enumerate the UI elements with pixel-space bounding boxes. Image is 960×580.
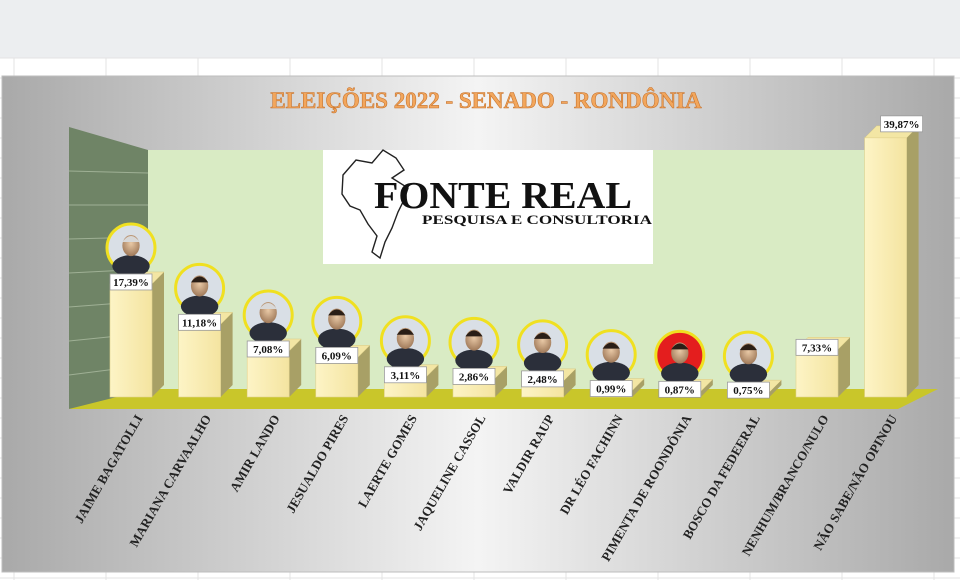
bar-side-jaqueline-cassol bbox=[495, 366, 507, 397]
bar-front-nenhum-branco-nulo bbox=[795, 349, 839, 398]
bar-side-dr-leo-fachinn bbox=[632, 378, 645, 397]
bar-nao-sabe-nao-opinou bbox=[863, 125, 920, 398]
value-label-nenhum-branco-nulo: 7,33% bbox=[795, 338, 839, 356]
bar-side-nao-sabe-nao-opinou bbox=[906, 125, 919, 397]
value-label-nao-sabe-nao-opinou: 39,87% bbox=[880, 115, 923, 133]
candidate-photos bbox=[105, 222, 774, 385]
bar-side-nenhum-branco-nulo bbox=[838, 337, 850, 397]
svg-text:39,87%: 39,87% bbox=[884, 119, 920, 131]
bar-front-mariana-carvaalho bbox=[178, 324, 221, 398]
bar-side-amir-lando bbox=[289, 338, 302, 397]
candidate-photo-jaime-bagatolli bbox=[105, 222, 157, 277]
candidate-photo-pimenta-de-roondonia bbox=[654, 329, 706, 385]
svg-text:0,87%: 0,87% bbox=[665, 384, 695, 396]
value-label-dr-leo-fachinn: 0,99% bbox=[589, 380, 633, 397]
candidate-photo-valdir-raup bbox=[517, 319, 569, 374]
candidate-photo-dr-leo-fachinn bbox=[585, 329, 637, 384]
candidate-photo-jesualdo-pires bbox=[311, 295, 363, 351]
brazil-map-icon bbox=[341, 149, 409, 260]
bar-front-jaime-bagatolli bbox=[109, 283, 153, 398]
bar-side-laerte-gomes bbox=[426, 364, 439, 397]
svg-text:17,39%: 17,39% bbox=[113, 277, 149, 289]
bar-jaime-bagatolli bbox=[109, 271, 165, 398]
bar-side-mariana-carvaalho bbox=[220, 312, 233, 397]
svg-text:0,75%: 0,75% bbox=[733, 385, 763, 397]
value-label-valdir-raup: 2,48% bbox=[521, 370, 564, 388]
value-label-pimenta-de-roondonia: 0,87% bbox=[658, 380, 702, 398]
candidate-photo-amir-lando bbox=[242, 289, 294, 344]
chart-title: ELEIÇÕES 2022 - SENADO - RONDÔNIA bbox=[270, 87, 702, 113]
candidate-photo-jaqueline-cassol bbox=[448, 316, 500, 372]
value-label-mariana-carvaalho: 11,18% bbox=[178, 313, 222, 331]
bar-side-pimenta-de-roondonia bbox=[700, 379, 713, 397]
bar-front-nao-sabe-nao-opinou bbox=[864, 137, 907, 398]
fonte-real-logo: FONTE REAL PESQUISA E CONSULTORIA bbox=[323, 149, 653, 264]
svg-text:11,18%: 11,18% bbox=[182, 317, 217, 329]
logo-name: FONTE REAL bbox=[374, 175, 632, 217]
svg-text:6,09%: 6,09% bbox=[322, 350, 352, 362]
candidate-photo-laerte-gomes bbox=[379, 315, 431, 370]
value-label-amir-lando: 7,08% bbox=[246, 340, 290, 358]
svg-text:2,86%: 2,86% bbox=[459, 371, 489, 383]
value-label-jesualdo-pires: 6,09% bbox=[315, 347, 359, 364]
logo-box bbox=[323, 150, 653, 264]
bar-front-amir-lando bbox=[246, 350, 290, 398]
value-label-jaime-bagatolli: 17,39% bbox=[109, 273, 153, 291]
svg-text:7,08%: 7,08% bbox=[253, 344, 283, 356]
candidate-photo-mariana-carvaalho bbox=[174, 262, 226, 318]
logo-tagline: PESQUISA E CONSULTORIA bbox=[422, 212, 653, 227]
svg-text:3,11%: 3,11% bbox=[391, 370, 421, 382]
svg-text:7,33%: 7,33% bbox=[802, 342, 832, 354]
value-labels: 17,39% 11,18% 7,08% 6,09% 3,11% 2,86% 2,48% 0,9… bbox=[109, 115, 923, 399]
svg-text:0,99%: 0,99% bbox=[596, 384, 626, 396]
toolbar-strip bbox=[0, 0, 960, 58]
value-label-laerte-gomes: 3,11% bbox=[383, 366, 427, 384]
bar-side-jesualdo-pires bbox=[357, 345, 370, 397]
bar-front-jesualdo-pires bbox=[315, 357, 359, 398]
svg-text:2,48%: 2,48% bbox=[527, 374, 557, 386]
bar-side-bosco-da-fedeeral bbox=[769, 380, 782, 397]
bar-side-jaime-bagatolli bbox=[152, 271, 164, 397]
bar-jesualdo-pires bbox=[315, 345, 371, 398]
value-label-jaqueline-cassol: 2,86% bbox=[452, 368, 496, 385]
candidate-photo-bosco-da-fedeeral bbox=[722, 330, 774, 385]
bar-side-valdir-raup bbox=[563, 368, 576, 397]
value-label-bosco-da-fedeeral: 0,75% bbox=[727, 381, 770, 399]
